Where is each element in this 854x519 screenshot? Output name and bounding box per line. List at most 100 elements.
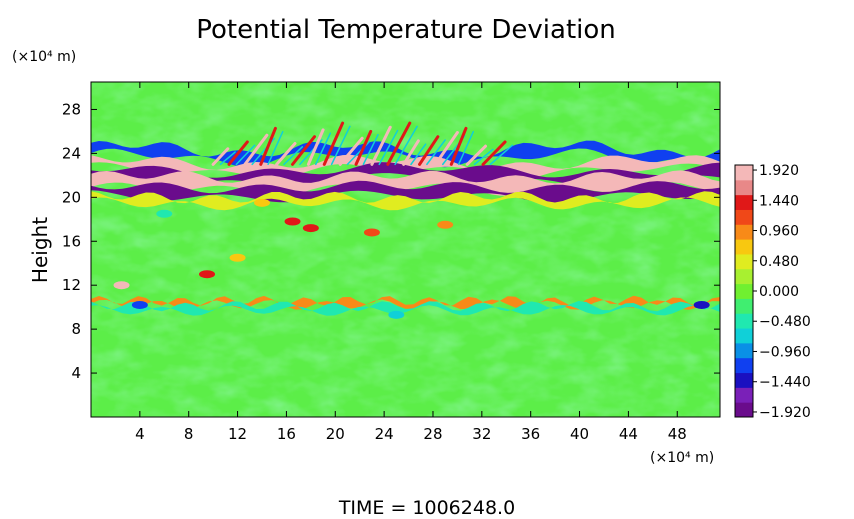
x-tick-label: 20	[326, 425, 345, 443]
dipole-band-lower	[91, 180, 720, 204]
gravity-wave-streak	[338, 136, 364, 166]
gravity-wave-streak	[386, 121, 412, 166]
x-tick-label: 4	[135, 425, 145, 443]
field-blob	[363, 228, 380, 237]
field-blob	[284, 217, 301, 226]
colorbar-tick-label: −0.480	[759, 314, 811, 330]
x-axis: 4 8 12 16 20 24 28 32 36 40 44 48	[135, 82, 687, 443]
y-tick-label: 28	[62, 100, 81, 118]
x-tick-label: 28	[423, 425, 442, 443]
chart-title: Potential Temperature Deviation	[196, 15, 616, 45]
gravity-wave-trough	[314, 132, 332, 166]
gravity-wave-trough	[489, 144, 514, 166]
gravity-wave-streak	[370, 125, 392, 166]
gravity-wave-streak	[306, 128, 325, 166]
colorbar-swatch	[735, 372, 753, 388]
gravity-wave-streak	[354, 129, 373, 166]
field-blob	[156, 209, 173, 218]
colorbar-swatch	[735, 283, 753, 299]
time-label: TIME = 1006248.0	[338, 497, 515, 519]
x-tick-label: 16	[277, 425, 296, 443]
yellow-fringe	[91, 191, 720, 211]
field-blob	[693, 300, 710, 309]
y-tick-label: 24	[62, 144, 81, 162]
gravity-wave-trough	[473, 148, 494, 166]
colorbar-swatch	[735, 342, 753, 359]
colorbar-tick-label: −1.920	[759, 405, 811, 421]
colorbar-swatch	[735, 313, 753, 329]
field-blob	[131, 300, 148, 309]
field-blob	[199, 270, 216, 279]
colorbar-swatch	[735, 253, 753, 270]
gravity-wave-trough	[330, 125, 351, 166]
gravity-wave-streak	[243, 133, 269, 166]
y-tick-label: 12	[62, 276, 81, 294]
x-tick-label: 24	[375, 425, 394, 443]
colorbar-tick-label: 1.440	[759, 193, 799, 209]
gravity-wave-trough	[457, 130, 475, 166]
colorbar-swatch	[735, 357, 753, 374]
x-tick-label: 12	[228, 425, 247, 443]
colorbar-tick-label: −1.440	[759, 375, 811, 391]
dipole-band-cold	[91, 162, 720, 189]
field-blob	[437, 220, 454, 229]
y-tick-label: 20	[62, 188, 81, 206]
colorbar-swatch	[735, 194, 753, 210]
plot-frame	[90, 81, 721, 418]
gravity-wave-trough	[394, 125, 418, 166]
x-tick-label: 8	[184, 425, 194, 443]
colorbar: 1.920 1.440 0.960 0.480 0.000 −0.480 −0.960 −1.…	[734, 163, 811, 421]
texture-layer	[91, 82, 720, 417]
gravity-wave-trough	[378, 129, 399, 166]
gravity-wave-streak	[211, 147, 230, 166]
gravity-wave-trough	[362, 133, 379, 166]
colorbar-swatch	[735, 268, 753, 285]
field-blob	[302, 224, 319, 233]
y-tick-label: 16	[62, 232, 81, 250]
x-tick-label: 48	[668, 425, 687, 443]
y-tick-label: 8	[71, 320, 81, 338]
colorbar-tick-label: 0.960	[759, 224, 799, 240]
gravity-wave-trough	[410, 143, 427, 166]
colorbar-swatch	[735, 328, 753, 344]
y-axis: 4 8 12 16 20 24 28	[62, 100, 720, 382]
x-tick-label: 40	[570, 425, 589, 443]
gravity-wave-streak	[433, 131, 459, 166]
colorbar-tick-label: 0.480	[759, 254, 799, 270]
gravity-wave-trough	[426, 139, 446, 166]
gravity-wave-streak	[418, 135, 440, 166]
gravity-wave-streak	[275, 142, 297, 166]
y-axis-unit: (×10⁴ m)	[12, 49, 76, 65]
colorbar-swatch	[735, 298, 753, 314]
gravity-wave-streak	[322, 121, 345, 166]
y-tick-label: 4	[71, 364, 81, 382]
gravity-wave-trough	[283, 146, 304, 166]
lower-interface-cold	[91, 301, 720, 316]
field-blob	[113, 281, 130, 290]
x-axis-unit: (×10⁴ m)	[650, 450, 714, 466]
gravity-wave-streak	[465, 144, 487, 166]
x-tick-label: 36	[521, 425, 540, 443]
gravity-wave-streak	[291, 135, 317, 166]
field-blob	[229, 253, 246, 262]
gravity-wave-trough	[267, 130, 284, 166]
y-axis-label: Height	[28, 217, 52, 283]
field-blob	[253, 198, 270, 207]
colorbar-tick-label: 0.000	[759, 284, 799, 300]
gravity-wave-streak	[227, 140, 249, 166]
gravity-wave-trough	[219, 151, 236, 166]
gravity-wave-streak	[402, 139, 420, 166]
colorbar-swatch	[735, 239, 753, 255]
gravity-wave-streak	[259, 126, 277, 166]
colorbar-swatch	[735, 402, 753, 418]
colorbar-swatch	[735, 165, 753, 181]
colorbar-tick-label: 1.920	[759, 163, 799, 179]
gravity-wave-streak	[449, 126, 468, 166]
gravity-wave-trough	[235, 144, 256, 166]
colorbar-swatch	[735, 179, 753, 196]
field-blob	[388, 310, 405, 319]
gravity-wave-streak	[481, 140, 507, 166]
colorbar-swatch	[735, 387, 753, 403]
x-tick-label: 44	[619, 425, 638, 443]
